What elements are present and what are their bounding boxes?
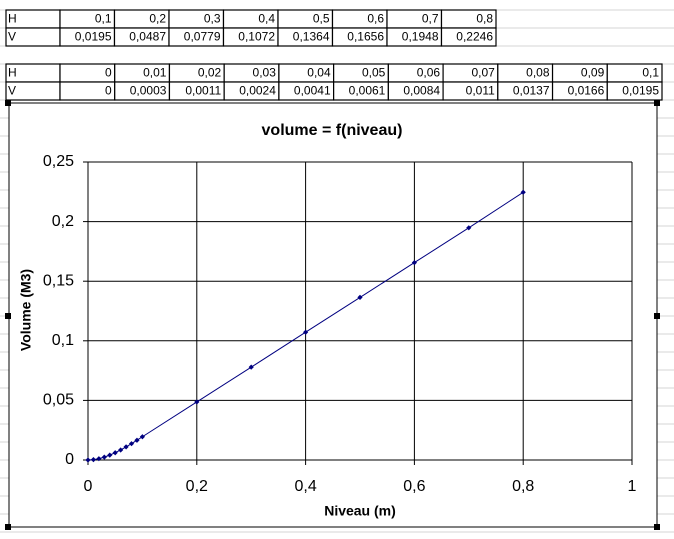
tables: H 0,1 0,2 0,3 0,4 0,5 0,6 0,7 0,8 V 0,0195 0,0487 0,… <box>5 9 663 101</box>
cell-text: 0,1 <box>95 12 112 26</box>
y-axis-label: Volume (M3) <box>18 269 34 351</box>
chart: volume = f(niveau) Niveau (m) Volume (M3… <box>18 122 637 518</box>
data-point <box>520 189 526 195</box>
x-tick-label: 0,2 <box>186 478 208 495</box>
cell-text: H <box>8 66 17 80</box>
cell-text: 0,08 <box>526 66 550 80</box>
cell-text: 0 <box>105 66 112 80</box>
x-tick-label: 0 <box>84 478 93 495</box>
cell-text: 0,0061 <box>349 84 386 98</box>
x-tick-label: 0,6 <box>403 478 425 495</box>
cell-text: 0,3 <box>204 12 221 26</box>
cell-text: 0,2 <box>149 12 166 26</box>
cell-text: 0,2246 <box>456 30 493 44</box>
cell-text: 0,0487 <box>129 30 166 44</box>
y-tick-label: 0 <box>65 451 74 468</box>
cell-text: 0,1 <box>642 66 659 80</box>
cell-text: 0,1072 <box>238 30 275 44</box>
cell-text: 0,0084 <box>403 84 440 98</box>
cell-text: 0,0011 <box>185 84 221 98</box>
cell-text: 0,01 <box>143 66 167 80</box>
data-point <box>134 437 140 443</box>
data-point <box>194 399 200 405</box>
cell-text: 0,07 <box>471 66 495 80</box>
cell-text: 0,03 <box>253 66 277 80</box>
data-point <box>90 457 97 463</box>
x-tick-label: 0,4 <box>294 478 316 495</box>
y-tick-label: 0,1 <box>52 332 74 349</box>
cell-text: 0,0137 <box>513 84 550 98</box>
cell-text: 0,0003 <box>130 84 167 98</box>
data-point <box>123 444 129 450</box>
data-point <box>248 364 254 370</box>
cell-text: 0,011 <box>466 84 495 98</box>
cell-text: 0,06 <box>417 66 441 80</box>
cell-text: 0,0195 <box>75 30 112 44</box>
data-point <box>128 441 135 447</box>
data-point <box>466 225 472 231</box>
cell-text: H <box>8 12 17 26</box>
x-tick-label: 0,8 <box>512 478 534 495</box>
cell-text: 0,0024 <box>239 84 276 98</box>
y-tick-label: 0,05 <box>43 392 74 409</box>
cell-text: 0,4 <box>258 12 275 26</box>
cell-text: 0,1948 <box>402 30 439 44</box>
x-tick-label: 1 <box>628 478 637 495</box>
cell-text: V <box>8 30 16 44</box>
cell-text: 0,0779 <box>184 30 221 44</box>
cell-text: 0,05 <box>362 66 386 80</box>
cell-text: 0,02 <box>198 66 222 80</box>
table-cell <box>606 81 663 101</box>
cell-text: 0,09 <box>581 66 605 80</box>
data-point <box>411 260 417 266</box>
cell-text: 0,0041 <box>294 84 331 98</box>
data-point <box>112 450 118 456</box>
cell-text: 0,1656 <box>347 30 384 44</box>
cell-text: 0,1364 <box>293 30 330 44</box>
cell-text: 0,7 <box>422 12 439 26</box>
cell-text: 0,6 <box>367 12 384 26</box>
data-point <box>118 447 124 453</box>
cell-text: 0,0195 <box>622 84 659 98</box>
data-point <box>85 457 91 463</box>
y-tick-label: 0,25 <box>43 153 74 170</box>
selection-handles <box>5 100 660 530</box>
cell-text: 0,04 <box>307 66 331 80</box>
cell-text: 0,5 <box>313 12 330 26</box>
data-point <box>139 434 145 440</box>
chart-title: volume = f(niveau) <box>262 122 403 139</box>
y-tick-label: 0,2 <box>52 213 74 230</box>
cell-text: 0 <box>105 84 112 98</box>
data-point <box>107 452 113 458</box>
cell-text: 0,0166 <box>568 84 605 98</box>
x-axis-label: Niveau (m) <box>324 503 396 519</box>
cell-text: 0,8 <box>476 12 493 26</box>
cell-text: V <box>8 84 16 98</box>
data-point <box>303 329 309 335</box>
data-point <box>96 456 102 462</box>
table-cell <box>440 27 497 47</box>
y-tick-label: 0,15 <box>43 272 74 289</box>
data-point <box>357 294 363 301</box>
data-point <box>101 454 107 460</box>
